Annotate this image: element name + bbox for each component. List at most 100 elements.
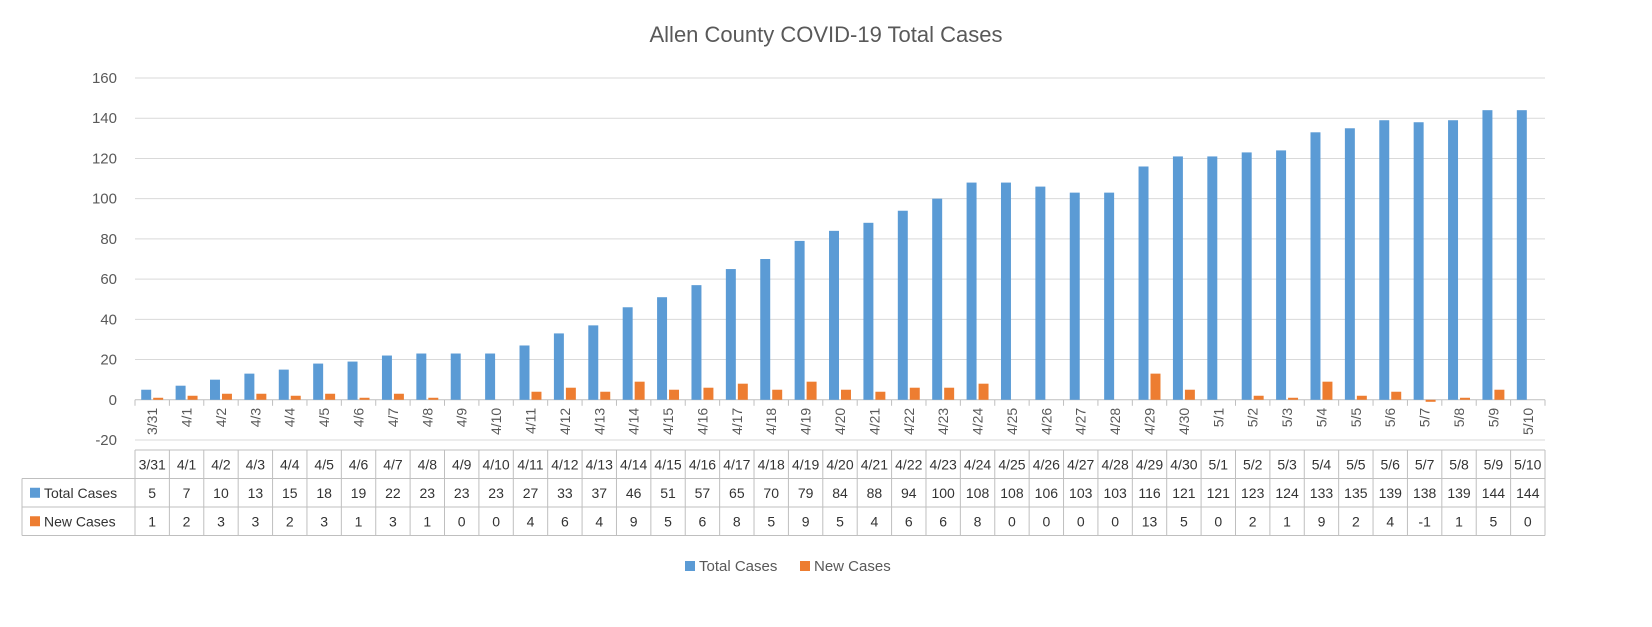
table-header-cell: 4/11	[517, 456, 543, 472]
bar-new-cases	[565, 387, 576, 400]
x-tick-label: 5/1	[1210, 408, 1226, 428]
table-header-cell: 5/3	[1277, 456, 1297, 472]
x-tick-label: 4/21	[866, 408, 882, 435]
y-tick-label: 160	[92, 70, 117, 87]
data-table: 3/31 4/1 4/2 4/3 4/4 4/5 4/6 4/7 4/8 4/9 4/10 4/11 4…	[21, 449, 1546, 536]
table-value-cell: 5	[148, 485, 156, 501]
x-tick-label: 4/10	[488, 408, 504, 435]
table-header-cell: 4/19	[792, 456, 819, 472]
bar-total-cases	[1482, 110, 1493, 400]
table-header-cell: 4/12	[551, 456, 578, 472]
x-tick-label: 4/8	[419, 408, 435, 428]
bars	[141, 110, 1527, 402]
x-axis-ticks: 3/31 4/1 4/2 4/3 4/4 4/5 4/6 4/7 4/8 4/9 4/10 4/11 4…	[144, 408, 1536, 435]
table-header-cell: 4/27	[1067, 456, 1094, 472]
table-value-cell: 8	[974, 513, 982, 529]
table-value-cell: 135	[1344, 485, 1368, 501]
table-value-cell: 37	[591, 485, 607, 501]
legend-label-total-cases: Total Cases	[699, 558, 777, 575]
x-tick-label: 5/2	[1245, 408, 1261, 428]
x-tick-label: 4/11	[522, 408, 538, 434]
x-tick-label: 4/29	[1142, 408, 1158, 435]
x-tick-label: 4/2	[213, 408, 229, 428]
x-tick-label: 5/3	[1279, 408, 1295, 428]
x-tick-label: 4/30	[1176, 408, 1192, 435]
table-value-cell: 1	[1455, 513, 1463, 529]
bar-new-cases	[944, 387, 955, 400]
x-tick-label: 4/16	[694, 408, 710, 435]
table-value-cell: 0	[1077, 513, 1085, 529]
table-value-cell: 51	[660, 485, 676, 501]
table-header-cell: 4/1	[177, 456, 197, 472]
bar-total-cases	[1172, 156, 1183, 400]
table-value-cell: 0	[458, 513, 466, 529]
table-header-cell: 4/28	[1101, 456, 1128, 472]
bar-new-cases	[187, 395, 198, 400]
bar-new-cases	[1460, 397, 1470, 400]
bar-new-cases	[1356, 395, 1367, 400]
table-header-cell: 5/5	[1346, 456, 1366, 472]
bar-total-cases	[1276, 150, 1287, 400]
bar-new-cases	[737, 383, 748, 400]
table-value-cell: 9	[1318, 513, 1326, 529]
y-tick-label: 140	[92, 110, 117, 127]
table-value-cell: 4	[595, 513, 603, 529]
x-tick-label: 4/18	[763, 408, 779, 435]
bar-total-cases	[725, 269, 736, 400]
bar-total-cases	[794, 240, 805, 400]
table-header-cell: 4/8	[418, 456, 438, 472]
bar-total-cases	[760, 259, 771, 400]
x-tick-label: 4/28	[1107, 408, 1123, 435]
table-value-cell: 0	[492, 513, 500, 529]
table-value-cell: 5	[1180, 513, 1188, 529]
bar-new-cases	[531, 391, 542, 400]
table-value-cell: 103	[1069, 485, 1093, 501]
table-value-cell: 124	[1275, 485, 1299, 501]
table-value-cell: 88	[867, 485, 883, 501]
table-value-cell: 133	[1310, 485, 1334, 501]
bar-total-cases	[1000, 182, 1011, 400]
y-axis-ticks: -20 0 20 40 60 80 100 120 140 160	[92, 70, 117, 449]
table-value-cell: 106	[1035, 485, 1059, 501]
bar-total-cases	[829, 230, 839, 400]
table-header-cell: 4/6	[349, 456, 369, 472]
table-header-cell: 4/9	[452, 456, 472, 472]
bar-total-cases	[1104, 192, 1115, 400]
x-tick-label: 4/9	[454, 408, 470, 428]
x-tick-label: 5/6	[1382, 408, 1398, 428]
bar-new-cases	[634, 381, 645, 400]
table-value-cell: 22	[385, 485, 401, 501]
table-value-cell: 1	[148, 513, 156, 529]
x-tick-label: 4/12	[557, 408, 573, 435]
x-tick-label: 4/6	[351, 408, 367, 428]
table-header-cell: 4/25	[998, 456, 1025, 472]
x-tick-label: 3/31	[144, 408, 160, 435]
x-tick-label: 4/17	[729, 408, 745, 435]
table-header-cell: 4/24	[964, 456, 991, 472]
x-tick-label: 4/23	[935, 408, 951, 435]
table-value-cell: 5	[767, 513, 775, 529]
table-header-cell: 4/15	[654, 456, 681, 472]
table-header-cell: 4/2	[211, 456, 231, 472]
bar-total-cases	[1069, 192, 1080, 400]
table-header-cell: 4/13	[586, 456, 613, 472]
bar-total-cases	[553, 333, 564, 400]
bar-total-cases	[1448, 120, 1459, 400]
y-tick-label: 20	[100, 352, 117, 369]
bar-new-cases	[600, 391, 611, 400]
x-tick-label: 4/7	[385, 408, 401, 428]
bar-new-cases	[290, 395, 301, 400]
gridlines	[134, 77, 1546, 441]
table-value-cell: -1	[1418, 513, 1431, 529]
table-row-label-new-cases: New Cases	[44, 513, 116, 529]
table-value-cell: 46	[626, 485, 642, 501]
table-value-cell: 10	[213, 485, 229, 501]
x-tick-label: 5/7	[1417, 408, 1433, 428]
table-value-cell: 5	[836, 513, 844, 529]
table-value-cell: 70	[763, 485, 779, 501]
table-value-cell: 123	[1241, 485, 1265, 501]
table-header-cell: 5/4	[1312, 456, 1332, 472]
table-value-cell: 4	[1386, 513, 1394, 529]
table-header-cell: 4/23	[930, 456, 957, 472]
